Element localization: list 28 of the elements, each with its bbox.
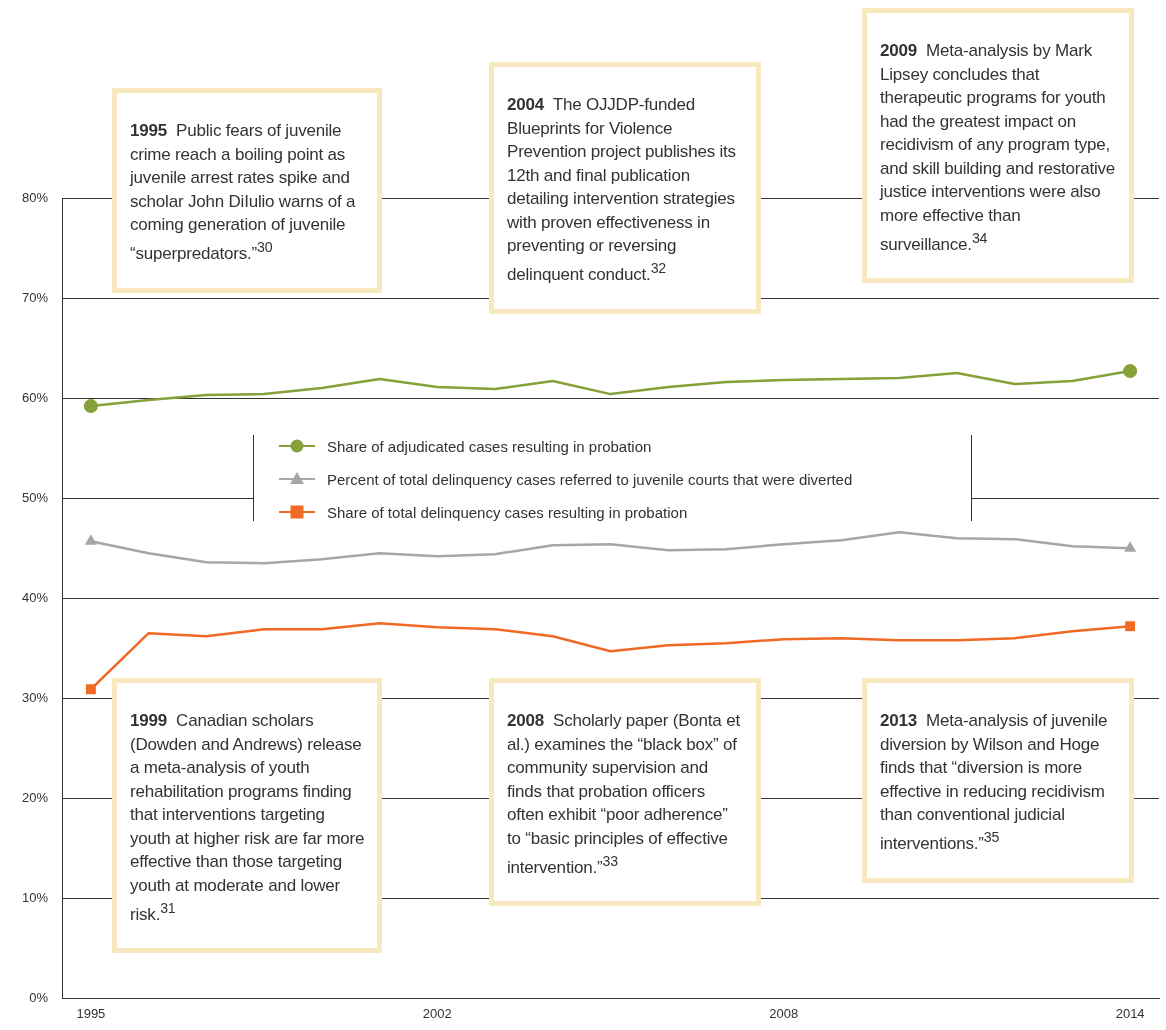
callout-box: 2004 The OJJDP-funded Blueprints for Violence Prevention project publishes its 12th and final publication detailing intervention strategies with proven effectiveness in preventing or reversing delinquent conduct.$^{32}$ [489,62,761,314]
x-tick-label: 2014 [1115,1005,1145,1021]
legend-label: Share of adjudicated cases resulting in probation [327,437,652,455]
y-tick-label: 40% [21,589,49,605]
point [1123,364,1138,379]
x-tick-label: 1995 [76,1005,106,1021]
y-tick-label: 80% [21,189,49,205]
y-tick-label: 20% [21,789,49,805]
y-tick-label: 50% [21,489,49,505]
callout-box: 1999 Canadian scholars (Dowden and Andrews) release a meta-analysis of youth rehabilitation programs finding that interventions targeting youth at higher risk are far more effective than those targeting youth at moderate and lower risk.$^{31}$ [112,678,382,954]
point [85,684,96,695]
y-tick-label: 70% [21,289,49,305]
callout-box: 2008 Scholarly paper (Bonta et al.) examines the “black box” of community supervision and finds that probation officers often exhibit “poor adherence” to “basic principles of effective intervention.”$^{33}$ [489,678,761,907]
annotation: 2013 Meta-analysis of juvenile diversion by Wilson and Hoge finds that “diversion is more effective in reducing recidivism than conventional judicial interventions.”$^{35}$ [880,711,1108,854]
callout-box: 2009 Meta-analysis by Mark Lipsey concludes that therapeutic programs for youth had the greatest impact on recidivism of any program type, and skill building and restorative justice interventions were also more effective than surveillance.$^{34}$ [862,8,1134,284]
annotation: 1995 Public fears of juvenile crime reach a boiling point as juvenile arrest rates spike and scholar John DiIulio warns of a coming generation of juvenile “superpredators.”$^{30}$ [130,121,356,264]
point [83,399,98,414]
y-tick-label: 0% [29,989,49,1005]
y-tick-label: 60% [21,389,49,405]
legend-label: Percent of total delinquency cases referred to juvenile courts that were diverted [327,470,853,488]
y-tick-label: 10% [21,889,49,905]
callout-box: 2013 Meta-analysis of juvenile diversion by Wilson and Hoge finds that “diversion is more effective in reducing recidivism than conventional judicial interventions.”$^{35}$ [862,678,1134,883]
y-tick-label: 30% [21,689,49,705]
point [1125,621,1136,632]
x-tick-label: 2008 [769,1005,799,1021]
x-tick-label: 2002 [422,1005,452,1021]
legend-label: Share of total delinquency cases resulting in probation [327,503,688,521]
callout-box: 1995 Public fears of juvenile crime reach a boiling point as juvenile arrest rates spike and scholar John DiIulio warns of a coming generation of juvenile “superpredators.”$^{30}$ [112,88,382,293]
